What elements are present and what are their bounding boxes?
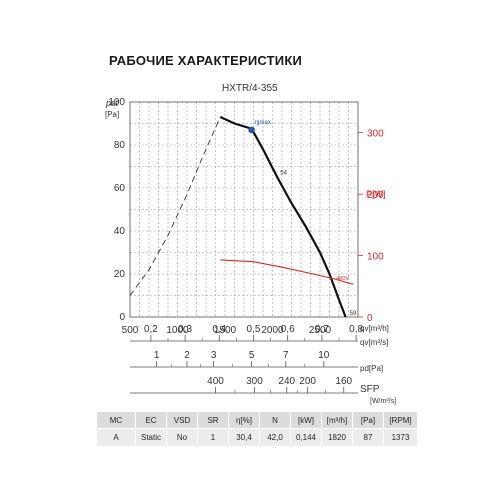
table-cell: 1820	[321, 428, 353, 446]
x-axis-label: qv[m³/h]	[360, 324, 389, 333]
scale-tick-label: 160	[335, 376, 352, 387]
table-header-cell: EC	[135, 412, 167, 429]
y-tick-label-right: 100	[367, 252, 384, 263]
y-tick-label-left: 20	[114, 269, 126, 280]
scale-tick-label: 1	[154, 350, 160, 361]
scale-tick-label: 0,4	[212, 324, 226, 335]
scale-tick-label: 300	[246, 376, 263, 387]
y-axis-label-left: pst	[105, 98, 119, 108]
unstable-zone-curve	[129, 116, 221, 296]
scale-tick-label: 0,3	[178, 324, 192, 335]
table-header-cell: N	[259, 412, 291, 429]
scale-tick-label: 0,5	[247, 324, 261, 335]
page-title: РАБОЧИЕ ХАРАКТЕРИСТИКИ	[109, 53, 303, 68]
scale-tick-label: 5	[249, 350, 255, 361]
power-curve	[220, 259, 354, 285]
scale-tick-label: 3	[211, 350, 217, 361]
power-curve-label: 400V	[336, 276, 349, 282]
y-tick-label-right: 0	[367, 313, 373, 324]
y-tick-label-left: 0	[119, 312, 125, 323]
table-cell: 87	[352, 428, 384, 446]
table-row: A Static No 1 30,4 42,0 0,144 1820 87 1373	[97, 428, 418, 446]
plot-frame	[129, 101, 359, 318]
y-axis-label-right: P[W]	[366, 189, 386, 199]
eta-max-label: η|max	[255, 120, 271, 126]
x-tick-label: 1000	[166, 325, 189, 336]
table-header-cell: SR	[197, 412, 229, 429]
y-tick-label-left: 40	[114, 226, 126, 237]
y-tick-label-right: 200	[367, 190, 384, 201]
table-cell: 30,4	[228, 428, 260, 446]
scale-tick-label: 400	[207, 376, 224, 387]
table-header-cell: η[%]	[228, 412, 260, 429]
scale-tick-label: 7	[283, 350, 289, 361]
table-cell: A	[97, 428, 136, 446]
scale-label-qv-m3s: qv[m³/s]	[360, 338, 388, 347]
scale-tick-label: 0,2	[144, 324, 158, 335]
y-tick-label-right: 300	[367, 129, 384, 140]
eta-max-point	[248, 126, 255, 134]
table-header-cell: [RPM]	[383, 412, 418, 429]
x-tick-label: 1500	[214, 325, 237, 336]
table-cell: 1373	[383, 428, 418, 446]
end-point-label: 59	[350, 311, 357, 317]
pressure-curve-label: 54	[280, 170, 287, 176]
scale-tick-label: 2	[184, 350, 190, 361]
scale-tick-label: 0,8	[349, 324, 363, 335]
table-cell: No	[166, 428, 198, 446]
y-tick-label-left: 100	[108, 97, 125, 108]
table-header-cell: MC	[97, 412, 136, 429]
table-header-cell: [m³/h]	[321, 412, 353, 429]
y-axis-unit-left: [Pa]	[105, 110, 119, 119]
scale-tick-label: 240	[278, 376, 295, 387]
pressure-curve	[219, 115, 347, 318]
model-name: HXTR/4-355	[222, 83, 278, 94]
table-header-cell: [Pa]	[352, 412, 384, 429]
x-tick-label: 2500	[309, 325, 332, 336]
scale-tick-label: 0,6	[281, 324, 295, 335]
scale-label-sfp-unit: [W/m³/s]	[370, 398, 396, 405]
scale-tick-label: 200	[299, 376, 316, 387]
table-cell: Static	[135, 428, 167, 446]
x-tick-label: 500	[122, 325, 139, 336]
table-cell: 0,144	[290, 428, 322, 446]
specs-table: MC EC VSD SR η[%] N [kW] [m³/h] [Pa] [RPM] A Stati…	[97, 412, 418, 446]
scale-tick-label: 0,7	[315, 324, 329, 335]
table-header-cell: VSD	[166, 412, 198, 429]
table-cell: 42,0	[259, 428, 291, 446]
y-tick-label-left: 80	[114, 140, 126, 151]
table-cell: 1	[197, 428, 229, 446]
y-tick-label-left: 60	[114, 183, 126, 194]
scale-label-pd: pd[Pa]	[360, 364, 383, 373]
table-header-cell: [kW]	[290, 412, 322, 429]
table-header-row: MC EC VSD SR η[%] N [kW] [m³/h] [Pa] [RPM]	[97, 412, 418, 429]
x-tick-label: 2000	[261, 325, 284, 336]
scale-label-sfp: SFP	[360, 384, 380, 395]
scale-tick-label: 10	[318, 350, 330, 361]
